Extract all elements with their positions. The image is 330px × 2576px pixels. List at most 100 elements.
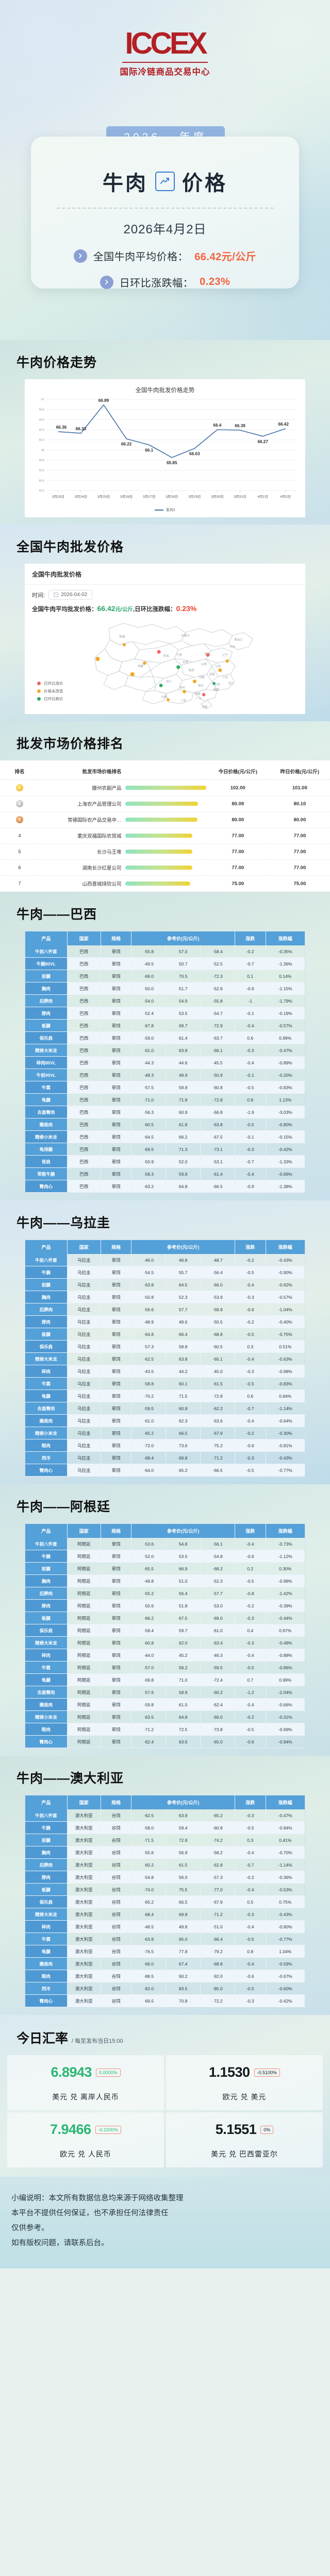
table-row[interactable]: 龟腱 澳大利亚 谷饲 ·76.5 77.8·79.2 0.8 1.04% (25, 1945, 305, 1958)
table-row[interactable]: 西冷 乌拉圭 草饲 ·68.4 69.8·71.2 -0.3 -0.43% (25, 1451, 305, 1464)
table-row[interactable]: 精修小米龙 巴西 草饲 ·64.5 66.2·67.5 -0.1 -0.15% (25, 1130, 305, 1143)
table-row[interactable]: 西冷 澳大利亚 谷饲 ·82.0 83.5·85.0 -0.5 -0.60% (25, 1982, 305, 1995)
table-row[interactable]: 5 长沙马王堆 77.00 77.00 (0, 843, 330, 860)
fx-rate-card[interactable]: 7.9466 -0.2200% 欧元 兑 人民币 (7, 2112, 164, 2167)
table-row[interactable]: 胸肉 澳大利亚 谷饲 ·55.6 56.9·58.2 -0.4 -0.70% (25, 1846, 305, 1859)
table-row[interactable]: 背肩 巴西 草饲 ·50.9 52.0·53.1 -0.7 -1.33% (25, 1155, 305, 1168)
table-row[interactable]: 精修小米龙 乌拉圭 草饲 ·65.2 66.5·67.9 -0.2 -0.30% (25, 1427, 305, 1439)
table-row[interactable]: 保乐肩 乌拉圭 草饲 ·57.3 58.8·60.5 0.3 0.51% (25, 1340, 305, 1353)
table-row[interactable]: 眼肉 乌拉圭 草饲 ·72.0 73.6·75.2 -0.6 -0.81% (25, 1439, 305, 1452)
table-row[interactable]: 前腱 乌拉圭 草饲 ·63.8 64.5·66.0 -0.4 -0.62% (25, 1278, 305, 1291)
cell-price-mid: 63.8 (166, 1352, 201, 1365)
table-row[interactable]: 2 上海农产品管理公司 80.09 80.10 (0, 795, 330, 812)
table-row[interactable]: 牛前八件套 澳大利亚 谷饲 ·62.5 63.8·65.2 -0.3 -0.47% (25, 1809, 305, 1822)
cell-product: 龟排腱 (25, 1143, 68, 1156)
table-row[interactable]: 龟腱 乌拉圭 草饲 ·70.2 71.5·72.8 0.6 0.84% (25, 1389, 305, 1402)
table-row[interactable]: 脖肉 乌拉圭 草饲 ·48.9 49.6·50.5 -0.2 -0.40% (25, 1315, 305, 1328)
table-row[interactable]: 嫩肩肉 巴西 草饲 ·60.5 61.8·63.8 -0.5 -0.80% (25, 1118, 305, 1131)
cell-country: 阿根廷 (67, 1673, 101, 1686)
table-row[interactable]: 保乐肩 巴西 草饲 ·59.0 61.4·63.7 0.6 0.99% (25, 1031, 305, 1044)
table-row[interactable]: 牛腩80VL 巴西 草饲 ·49.5 50.7·52.5 -0.7 -1.36% (25, 957, 305, 970)
table-row[interactable]: 牛前八件套 阿根廷 草饲 ·53.6 54.8·56.1 -0.4 -0.73% (25, 1538, 305, 1550)
table-row[interactable]: 4 重庆双福国际农贸城 77.00 77.00 (0, 827, 330, 844)
table-row[interactable]: 牛霖 阿根廷 草饲 ·57.0 58.2·59.5 -0.5 -0.86% (25, 1661, 305, 1674)
table-row[interactable]: 脖肉 巴西 草饲 ·52.4 53.5·54.7 -0.1 -0.19% (25, 1007, 305, 1020)
col-change: 涨跌 (235, 931, 266, 945)
table-row[interactable]: 板腱 澳大利亚 谷饲 ·74.0 75.5·77.0 -0.4 -0.53% (25, 1883, 305, 1896)
table-row[interactable]: 7 山西晋城绿欣公司 75.00 75.00 (0, 875, 330, 892)
table-row[interactable]: 龟腱 阿根廷 草饲 ·69.8 71.0·72.4 0.7 0.99% (25, 1673, 305, 1686)
table-row[interactable]: 前腱 巴西 草饲 ·69.0 70.5·72.3 0.1 0.14% (25, 970, 305, 982)
table-row[interactable]: 牛腩 阿根廷 草饲 ·52.0 53.5·54.8 -0.6 -1.12% (25, 1550, 305, 1563)
table-row[interactable]: 嫩肩肉 乌拉圭 草饲 ·61.0 62.3·63.6 -0.4 -0.64% (25, 1414, 305, 1427)
cell-change-pct: -1.42% (266, 1587, 305, 1600)
cell-price-high: ·53.1 (200, 1155, 235, 1168)
table-row[interactable]: 胸肉 阿根廷 草饲 ·49.8 51.0·52.3 -0.5 -0.98% (25, 1574, 305, 1587)
table-row[interactable]: 碎肉 澳大利亚 谷饲 ·48.5 49.8·51.0 -0.4 -0.80% (25, 1920, 305, 1933)
table-row[interactable]: 精修大米龙 巴西 草饲 ·61.0 63.8·66.1 -0.3 -0.47% (25, 1044, 305, 1057)
table-row[interactable]: 后胛肉 阿根廷 草饲 ·55.2 56.4·57.7 -0.8 -1.42% (25, 1587, 305, 1600)
table-row[interactable]: 6 湖南长沙红星公司 77.00 77.00 (0, 859, 330, 876)
table-row[interactable]: 嫩肩肉 澳大利亚 谷饲 ·66.0 67.4·68.8 -0.4 -0.59% (25, 1957, 305, 1970)
table-row[interactable]: 龟排腱 巴西 草饲 ·69.5 71.3·73.1 -0.3 -0.42% (25, 1143, 305, 1156)
cell-price-low: ·69.5 (131, 1994, 167, 2007)
table-row[interactable]: 牛腩 乌拉圭 草饲 ·54.5 55.7·56.4 -0.5 -0.90% (25, 1266, 305, 1279)
china-choropleth-map[interactable]: 新疆 西藏 青海 内蒙古 黑龙江 吉林 辽宁 甘肃 四川 云南 广东 福建 江苏 山东 河北陕… (32, 614, 298, 711)
fx-pair-label: 美元 兑 巴西雷亚尔 (211, 2150, 278, 2158)
table-row[interactable]: 保乐肩 阿根廷 草饲 ·58.4 59.7·61.0 0.4 0.67% (25, 1624, 305, 1637)
fx-rate-card[interactable]: 1.1530 -0.5100% 欧元 兑 美元 (166, 2055, 323, 2110)
table-row[interactable]: 牛前90VL 巴西 草饲 ·48.3 49.9·50.9 -0.1 -0.20% (25, 1069, 305, 1081)
table-row[interactable]: 牛霖 澳大利亚 谷饲 ·63.8 65.0·66.4 -0.5 -0.77% (25, 1933, 305, 1945)
table-row[interactable]: 碎肉 阿根廷 草饲 ·44.0 45.2·46.3 -0.4 -0.88% (25, 1649, 305, 1662)
fx-rate-card[interactable]: 5.1551 0% 美元 兑 巴西雷亚尔 (166, 2112, 323, 2167)
cell-price-high: ·54.7 (200, 1007, 235, 1020)
cell-product: 去盖臀肉 (25, 1402, 68, 1415)
table-row[interactable]: 后胛肉 乌拉圭 草饲 ·56.6 57.7·58.9 -0.6 -1.04% (25, 1303, 305, 1316)
date-picker[interactable]: 2026-04-02 (48, 590, 93, 600)
cell-product: 龟腱 (25, 1673, 68, 1686)
table-row[interactable]: 牛霖 乌拉圭 草饲 ·58.8 60.1·61.5 -0.5 -0.83% (25, 1377, 305, 1390)
table-row[interactable]: 3 常德国际农产品交易中… 80.00 80.00 (0, 811, 330, 828)
table-row[interactable]: 精修小米龙 阿根廷 草饲 ·63.5 64.8·66.0 -0.2 -0.31% (25, 1710, 305, 1723)
table-row[interactable]: 臀肉心 澳大利亚 谷饲 ·69.5 70.8·72.2 -0.3 -0.42% (25, 1994, 305, 2007)
cell-today-price: 77.00 (206, 843, 270, 860)
table-row[interactable]: 胸肉 乌拉圭 草饲 ·50.8 52.3·53.9 -0.3 -0.57% (25, 1291, 305, 1303)
legend-item-flat: 价格未改变 (37, 688, 63, 694)
table-row[interactable]: 带筋牛腩 巴西 草饲 ·58.3 59.8·61.4 -0.4 -0.66% (25, 1167, 305, 1180)
table-row[interactable]: 脖肉 澳大利亚 谷饲 ·54.8 56.0·57.3 -0.2 -0.36% (25, 1871, 305, 1884)
table-row[interactable]: 板腱 乌拉圭 草饲 ·64.8 66.4·68.8 -0.5 -0.75% (25, 1328, 305, 1341)
table-row[interactable]: 去盖臀肉 乌拉圭 草饲 ·59.5 60.8·62.2 -0.7 -1.14% (25, 1402, 305, 1415)
table-row[interactable]: 后胛肉 澳大利亚 谷饲 ·60.2 61.5·62.8 -0.7 -1.14% (25, 1858, 305, 1871)
table-row[interactable]: 精修大米龙 阿根廷 草饲 ·60.8 62.0·63.4 -0.3 -0.48% (25, 1636, 305, 1649)
table-row[interactable]: 板腱 阿根廷 草饲 ·66.2 67.5·69.0 -0.3 -0.44% (25, 1612, 305, 1624)
table-row[interactable]: 碎肉 乌拉圭 草饲 ·43.5 44.2·45.0 -0.3 -0.68% (25, 1365, 305, 1378)
table-row[interactable]: 碎肉80VL 巴西 草饲 ·44.3 44.6·45.5 -0.4 -0.89% (25, 1056, 305, 1069)
table-row[interactable]: 眼肉 阿根廷 草饲 ·71.2 72.5·73.8 -0.5 -0.69% (25, 1723, 305, 1736)
fx-rate-card[interactable]: 6.8943 0.0000% 美元 兑 离岸人民币 (7, 2055, 164, 2110)
table-row[interactable]: 前腱 澳大利亚 谷饲 ·71.5 72.8·74.2 0.3 0.41% (25, 1834, 305, 1846)
table-row[interactable]: 前腱 阿根廷 草饲 ·65.5 66.9·68.2 0.2 0.30% (25, 1562, 305, 1575)
table-row[interactable]: 1 滕州农副产品 102.00 101.00 (0, 779, 330, 796)
table-row[interactable]: 去盖臀肉 巴西 草饲 ·56.3 60.9·66.8 -1.9 -3.03% (25, 1106, 305, 1118)
table-row[interactable]: 牛霖 巴西 草饲 ·57.5 59.8·60.8 -0.5 -0.83% (25, 1081, 305, 1094)
table-row[interactable]: 保乐肩 澳大利亚 谷饲 ·65.2 66.5·67.9 0.5 0.75% (25, 1895, 305, 1908)
table-row[interactable]: 牛前八件套 巴西 草饲 ·55.8 57.0·58.4 -0.2 -0.35% (25, 945, 305, 958)
table-row[interactable]: 臀肉心 阿根廷 草饲 ·62.4 63.6·65.0 -0.6 -0.94% (25, 1735, 305, 1748)
table-row[interactable]: 嫩肩肉 阿根廷 草饲 ·59.8 61.0·62.4 -0.4 -0.66% (25, 1698, 305, 1711)
cell-change-pct: -1.14% (266, 1402, 305, 1415)
table-row[interactable]: 去盖臀肉 阿根廷 草饲 ·57.6 58.9·60.2 -1.2 -2.04% (25, 1686, 305, 1699)
table-row[interactable]: 精修大米龙 澳大利亚 谷饲 ·68.4 69.8·71.2 -0.3 -0.43% (25, 1908, 305, 1921)
table-row[interactable]: 臀肉心 巴西 草饲 ·63.2 64.8·66.5 -0.9 -1.38% (25, 1180, 305, 1193)
table-row[interactable]: 牛腩 澳大利亚 谷饲 ·58.0 59.4·60.8 -0.5 -0.84% (25, 1821, 305, 1834)
table-row[interactable]: 眼肉 澳大利亚 谷饲 ·88.5 90.2·92.0 -0.6 -0.67% (25, 1970, 305, 1982)
cell-spec: 草饲 (101, 1155, 132, 1168)
table-row[interactable]: 后胛肉 巴西 草饲 ·54.0 54.9·55.8 -1 -1.79% (25, 994, 305, 1007)
table-row[interactable]: 胸肉 巴西 草饲 ·50.0 51.7·52.6 -0.6 -1.15% (25, 982, 305, 995)
table-row[interactable]: 脖肉 阿根廷 草饲 ·50.6 51.8·53.0 -0.2 -0.39% (25, 1599, 305, 1612)
table-row[interactable]: 精修大米龙 乌拉圭 草饲 ·62.5 63.8·65.1 -0.4 -0.63% (25, 1352, 305, 1365)
table-row[interactable]: 龟腱 巴西 草饲 ·71.0 71.8·72.8 0.8 1.13% (25, 1093, 305, 1106)
table-row[interactable]: 牛前八件套 乌拉圭 草饲 ·46.0 46.8·48.7 -0.2 -0.43% (25, 1254, 305, 1266)
table-row[interactable]: 板腱 巴西 草饲 ·67.8 69.7·72.9 -0.4 -0.57% (25, 1019, 305, 1032)
table-row[interactable]: 臀肉心 乌拉圭 草饲 ·64.0 65.2·66.5 -0.5 -0.77% (25, 1464, 305, 1477)
cell-market-name: 长沙马王堆 (39, 843, 126, 860)
